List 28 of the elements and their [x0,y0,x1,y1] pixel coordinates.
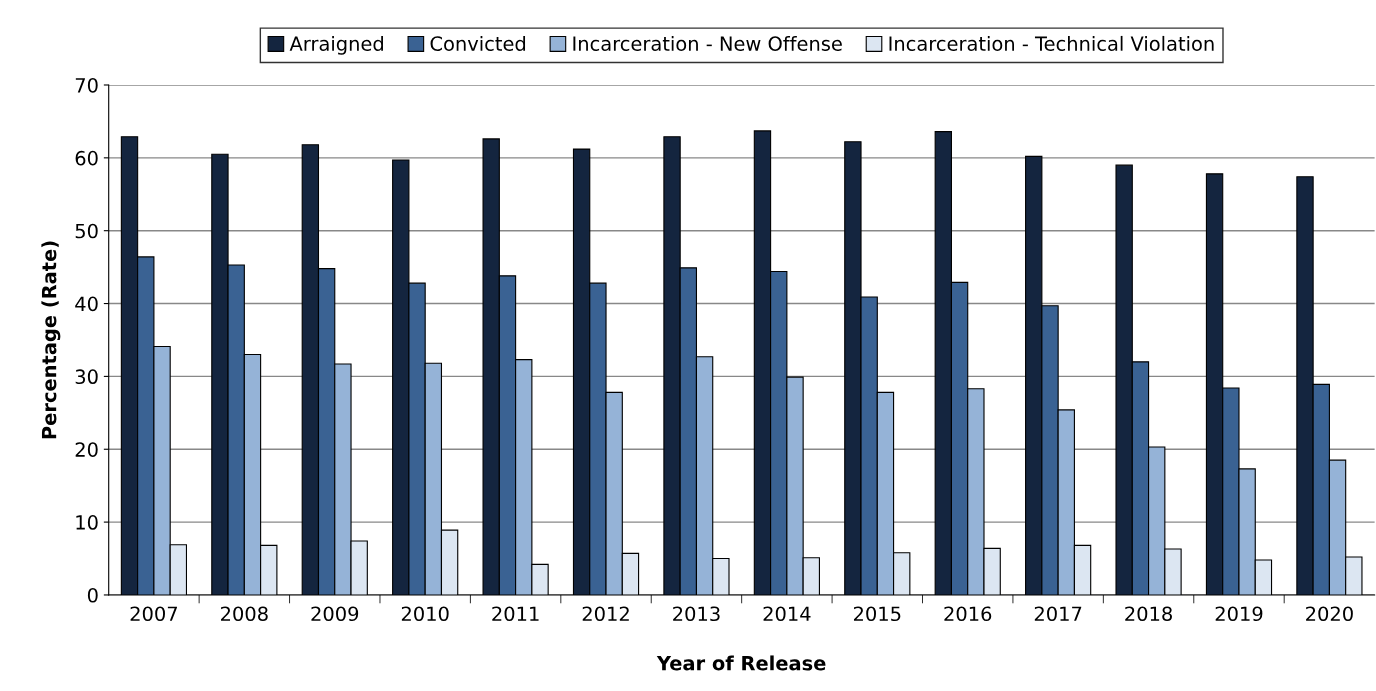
x-tick-label: 2020 [1306,606,1353,622]
x-tick-label: 2010 [401,606,449,622]
x-tick-label: 2019 [1215,606,1263,622]
y-tick-label: 70 [75,77,98,93]
x-tick-label: 2011 [492,606,539,622]
x-tick-label: 2013 [673,606,720,622]
y-tick-label: 60 [75,150,98,166]
x-tick-label: 2017 [1034,606,1082,622]
x-tick-label: 2007 [130,606,177,622]
x-tick-label: 2016 [944,606,992,622]
y-tick-label: 10 [76,515,98,530]
legend-label: Incarceration - New Offense [573,35,842,51]
legend-label: Convicted [430,35,526,51]
legend-label: Incarceration - Technical Violation [889,35,1214,51]
y-tick-label: 0 [87,587,98,603]
x-tick-label: 2015 [853,606,901,622]
x-axis-title: Year of Release [656,655,826,671]
y-tick-label: 50 [75,223,98,239]
x-tick-label: 2009 [311,606,359,622]
x-tick-label: 2018 [1125,606,1172,622]
x-tick-label: 2014 [763,606,811,622]
y-tick-label: 30 [75,369,98,385]
x-tick-label: 2012 [582,606,629,622]
legend-label: Arraigned [289,35,383,55]
x-tick-label: 2008 [221,606,268,622]
y-tick-label: 20 [75,442,98,457]
y-tick-label: 40 [75,296,98,312]
y-axis-title: Percentage (Rate) [41,241,61,439]
